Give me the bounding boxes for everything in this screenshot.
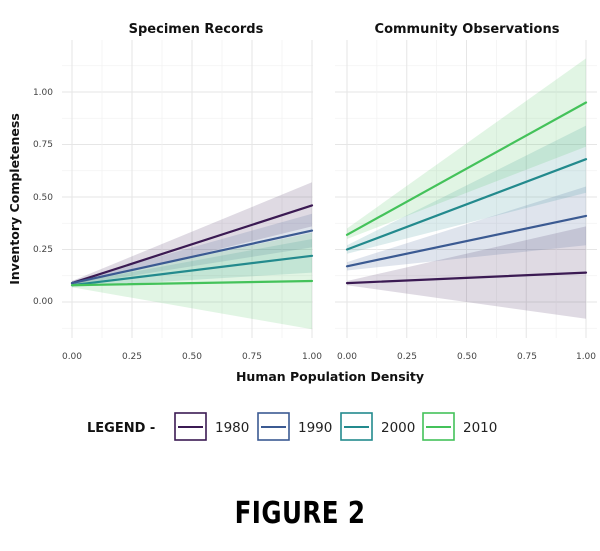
- trend-line-2010: [345, 101, 588, 236]
- y-tick-label: 0.00: [33, 297, 53, 307]
- x-tick-label: 0.50: [182, 352, 202, 362]
- panel-background: [62, 40, 313, 338]
- y-tick-label: 0.50: [33, 193, 53, 203]
- panel-title: Specimen Records: [129, 22, 264, 37]
- y-tick-label: 0.25: [33, 245, 53, 255]
- trend-line-2010: [70, 279, 314, 287]
- trend-line-1990: [70, 229, 314, 285]
- x-tick-label: 1.00: [576, 352, 596, 362]
- confidence-band-1990: [72, 213, 312, 286]
- legend-label-1990: 1990: [298, 420, 332, 436]
- x-tick-label: 0.75: [242, 352, 262, 362]
- x-axis-title: Human Population Density: [236, 369, 424, 384]
- confidence-band-1980: [72, 182, 312, 286]
- y-tick-label: 1.00: [33, 88, 53, 98]
- x-tick-label: 0.75: [517, 352, 537, 362]
- y-axis-title: Inventory Completeness: [7, 113, 22, 285]
- confidence-bands: [347, 58, 586, 319]
- confidence-band-2000: [347, 125, 586, 254]
- x-tick-label: 0.25: [122, 352, 142, 362]
- x-tick-labels: 0.00 0.25 0.50 0.75 1.00: [62, 352, 322, 362]
- confidence-band-2010: [72, 232, 312, 330]
- panel-grid: [335, 40, 597, 338]
- legend: LEGEND - 1980 1990 2000 2010: [87, 412, 497, 441]
- legend-label-2010: 2010: [463, 420, 497, 436]
- legend-item-2000: 2000: [340, 412, 415, 441]
- x-tick-label: 0.00: [337, 352, 357, 362]
- trend-line-1980: [70, 204, 314, 285]
- x-tick-label: 0.50: [457, 352, 477, 362]
- confidence-band-1980: [347, 226, 586, 319]
- trend-lines: [70, 204, 314, 287]
- confidence-band-2000: [72, 239, 312, 288]
- figure-caption: FIGURE 2: [234, 496, 366, 531]
- panel-specimen-records: Specimen Records 0.00 0.25 0.50 0.75 1.0…: [33, 22, 322, 362]
- legend-label-2000: 2000: [381, 420, 415, 436]
- panel-community-observations: Community Observations 0.00 0.25 0.50 0.…: [335, 22, 597, 362]
- trend-line-1990: [345, 214, 588, 268]
- trend-line-1980: [345, 271, 588, 285]
- x-tick-label: 1.00: [302, 352, 322, 362]
- panel-title: Community Observations: [375, 22, 560, 37]
- confidence-band-1990: [347, 186, 586, 271]
- y-tick-label: 0.75: [33, 140, 53, 150]
- trend-lines: [345, 101, 588, 285]
- legend-label-1980: 1980: [215, 420, 249, 436]
- trend-line-2000: [345, 158, 588, 251]
- x-tick-labels: 0.00 0.25 0.50 0.75 1.00: [337, 352, 596, 362]
- confidence-bands: [72, 182, 312, 330]
- legend-item-1990: 1990: [257, 412, 332, 441]
- y-tick-labels: 0.00 0.25 0.50 0.75 1.00: [33, 88, 53, 307]
- legend-item-1980: 1980: [174, 412, 249, 441]
- x-tick-label: 0.00: [62, 352, 82, 362]
- trend-line-2000: [70, 254, 314, 287]
- confidence-band-2010: [347, 58, 586, 240]
- legend-title: LEGEND -: [87, 421, 155, 436]
- x-tick-label: 0.25: [397, 352, 417, 362]
- legend-item-2010: 2010: [422, 412, 497, 441]
